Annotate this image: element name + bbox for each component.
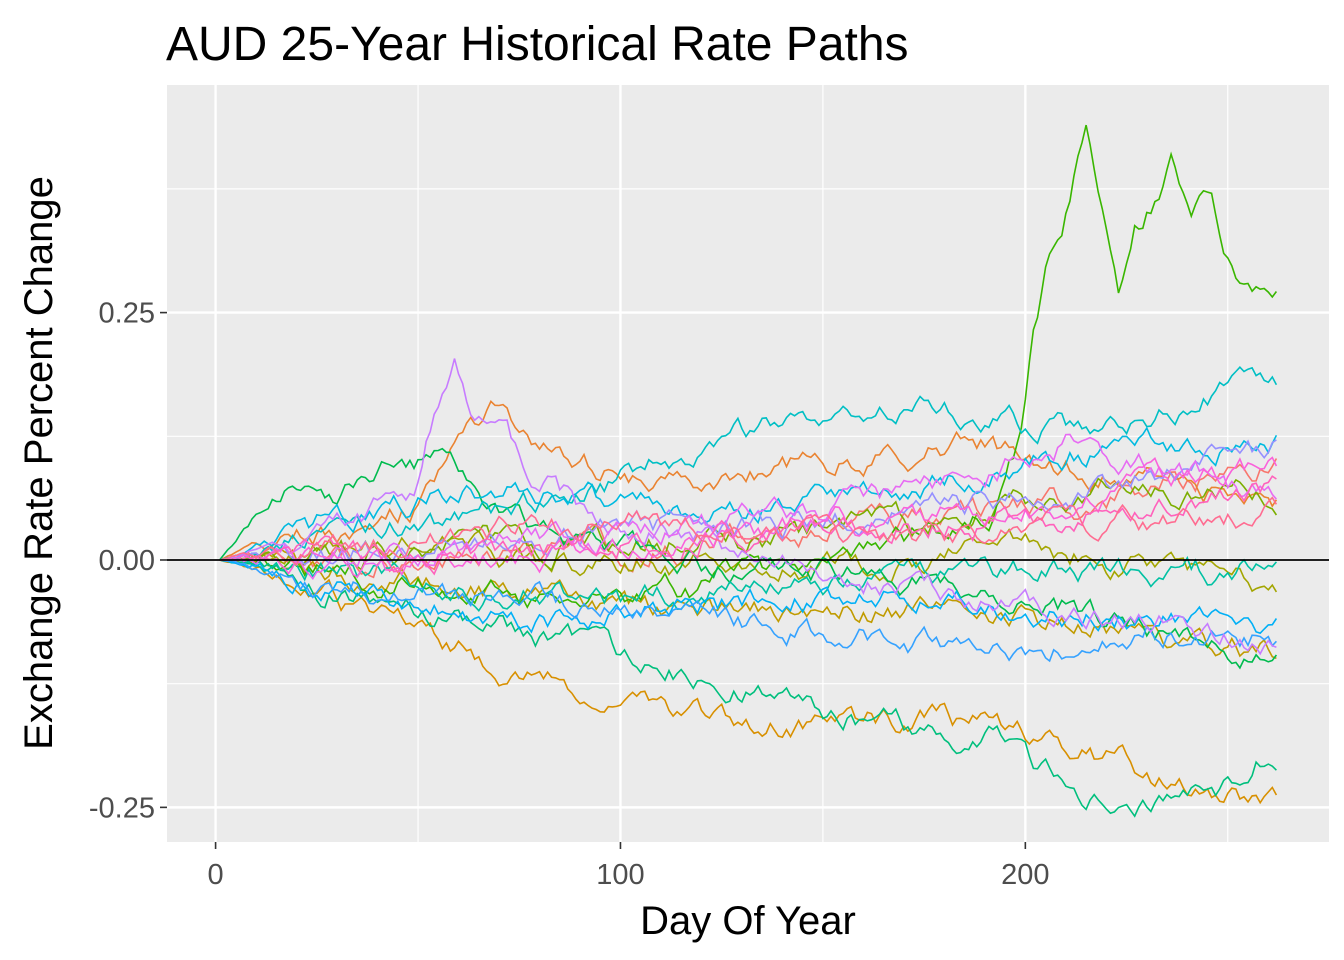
- y-tick-label-2: 0.25: [99, 298, 155, 330]
- x-tick-label-2: 200: [1001, 859, 1049, 891]
- x-axis-title: Day Of Year: [640, 899, 856, 943]
- series-line-18: [219, 475, 1277, 576]
- series-line-13: [219, 559, 1277, 663]
- series-line-12: [219, 559, 1278, 635]
- y-axis-title: Exchange Rate Percent Change: [17, 176, 61, 750]
- series-line-1: [219, 400, 1278, 561]
- series-line-4: [219, 528, 1278, 593]
- series-line-5: [219, 477, 1278, 572]
- series-line-2: [219, 559, 1278, 805]
- series-line-15: [219, 358, 1277, 656]
- x-tick-label-0: 0: [208, 859, 224, 891]
- axis-layer: 0 100 200 -0.25 0.00 0.25: [89, 298, 1050, 891]
- series-line-16: [219, 433, 1278, 581]
- y-tick-label-1: 0.00: [99, 545, 155, 577]
- series-line-6: [219, 124, 1278, 609]
- x-tick-label-1: 100: [596, 859, 644, 891]
- series-line-10: [219, 366, 1278, 561]
- y-tick-label-0: -0.25: [89, 792, 155, 824]
- series-line-17: [219, 456, 1278, 578]
- series-line-19: [219, 496, 1278, 567]
- series-line-8: [219, 559, 1277, 818]
- chart-title: AUD 25-Year Historical Rate Paths: [166, 18, 909, 71]
- plot-panel: [167, 85, 1329, 842]
- grid-layer: [167, 85, 1329, 842]
